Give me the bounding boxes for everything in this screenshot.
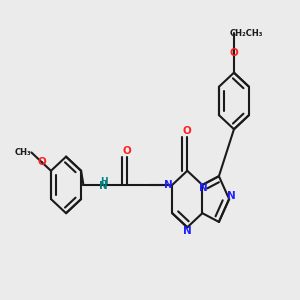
Text: N: N (99, 181, 107, 191)
Text: H: H (100, 177, 108, 186)
Text: O: O (123, 146, 131, 156)
Text: N: N (183, 226, 192, 236)
Text: CH₃: CH₃ (15, 148, 32, 157)
Text: N: N (199, 183, 208, 193)
Text: CH₂CH₃: CH₂CH₃ (229, 28, 263, 38)
Text: O: O (183, 126, 192, 136)
Text: O: O (37, 157, 46, 167)
Text: O: O (230, 48, 238, 58)
Text: N: N (227, 191, 236, 201)
Text: N: N (164, 180, 173, 190)
